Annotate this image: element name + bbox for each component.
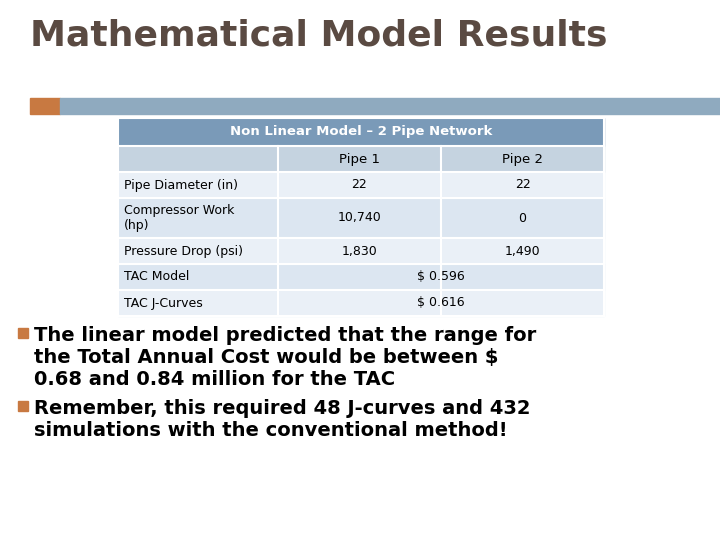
Text: $ 0.596: $ 0.596 bbox=[417, 271, 465, 284]
Text: 10,740: 10,740 bbox=[338, 212, 382, 225]
Text: $ 0.616: $ 0.616 bbox=[417, 296, 465, 309]
Bar bbox=[118, 238, 604, 264]
Text: TAC Model: TAC Model bbox=[124, 271, 189, 284]
Text: 1,490: 1,490 bbox=[505, 245, 540, 258]
Bar bbox=[18, 328, 28, 338]
Text: Mathematical Model Results: Mathematical Model Results bbox=[30, 18, 608, 52]
Bar bbox=[118, 118, 604, 146]
Bar bbox=[118, 290, 604, 316]
Text: Remember, this required 48 J-curves and 432
simulations with the conventional me: Remember, this required 48 J-curves and … bbox=[34, 399, 531, 440]
Text: Pipe 1: Pipe 1 bbox=[339, 152, 380, 165]
Text: Pressure Drop (psi): Pressure Drop (psi) bbox=[124, 245, 243, 258]
Bar bbox=[118, 198, 604, 238]
Bar bbox=[30, 98, 60, 114]
Bar bbox=[118, 172, 604, 198]
Bar bbox=[118, 146, 604, 172]
Text: 22: 22 bbox=[351, 179, 367, 192]
Bar bbox=[118, 118, 604, 316]
Text: 1,830: 1,830 bbox=[341, 245, 377, 258]
Text: TAC J-Curves: TAC J-Curves bbox=[124, 296, 203, 309]
Text: 22: 22 bbox=[515, 179, 531, 192]
Text: The linear model predicted that the range for
the Total Annual Cost would be bet: The linear model predicted that the rang… bbox=[34, 326, 536, 389]
Text: Pipe 2: Pipe 2 bbox=[502, 152, 543, 165]
Text: Compressor Work
(hp): Compressor Work (hp) bbox=[124, 204, 235, 232]
Text: 0: 0 bbox=[518, 212, 526, 225]
Bar bbox=[60, 98, 720, 114]
Bar bbox=[18, 401, 28, 411]
Bar bbox=[118, 264, 604, 290]
Text: Non Linear Model – 2 Pipe Network: Non Linear Model – 2 Pipe Network bbox=[230, 125, 492, 138]
Text: Pipe Diameter (in): Pipe Diameter (in) bbox=[124, 179, 238, 192]
